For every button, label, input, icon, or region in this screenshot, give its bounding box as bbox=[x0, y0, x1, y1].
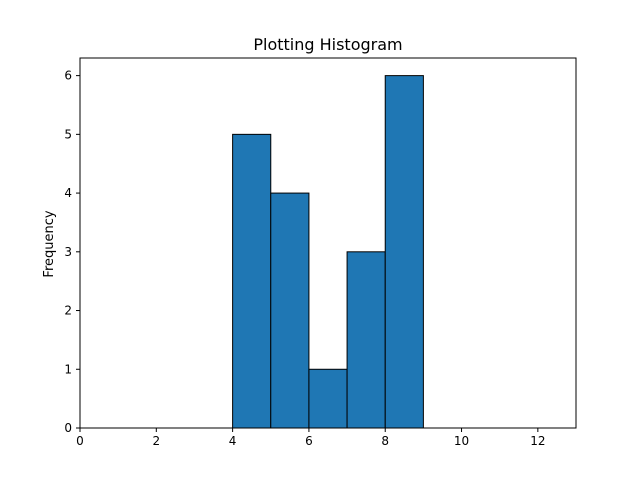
y-tick-label: 5 bbox=[64, 127, 72, 141]
chart-title: Plotting Histogram bbox=[253, 35, 402, 54]
x-tick-label: 0 bbox=[76, 434, 84, 448]
x-tick-label: 8 bbox=[381, 434, 389, 448]
x-tick-label: 6 bbox=[305, 434, 313, 448]
y-axis-label: Frequency bbox=[42, 210, 57, 277]
x-tick-label: 2 bbox=[152, 434, 160, 448]
y-tick-label: 0 bbox=[64, 421, 72, 435]
histogram-bar-2 bbox=[308, 368, 348, 429]
y-tick-label: 6 bbox=[64, 69, 72, 83]
y-tick-label: 3 bbox=[64, 245, 72, 259]
histogram-bar-0 bbox=[232, 133, 272, 429]
y-tick-label: 4 bbox=[64, 186, 72, 200]
histogram-bar-3 bbox=[346, 251, 386, 429]
x-tick-label: 4 bbox=[229, 434, 237, 448]
x-tick-label: 12 bbox=[530, 434, 545, 448]
plot-frame bbox=[79, 57, 577, 429]
bars-layer bbox=[232, 75, 424, 429]
histogram-bar-4 bbox=[384, 75, 424, 429]
histogram-bar-1 bbox=[270, 192, 310, 429]
y-tick-label: 1 bbox=[64, 362, 72, 376]
y-tick-label: 2 bbox=[64, 304, 72, 318]
x-tick-label: 10 bbox=[454, 434, 469, 448]
